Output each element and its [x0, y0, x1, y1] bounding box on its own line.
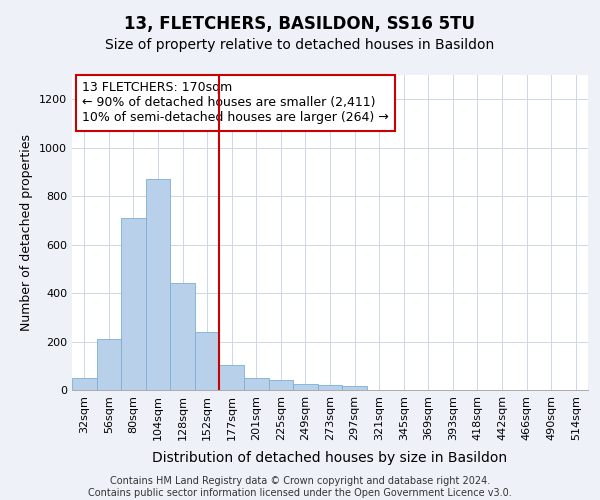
X-axis label: Distribution of detached houses by size in Basildon: Distribution of detached houses by size … [152, 451, 508, 465]
Bar [293, 384, 318, 390]
Bar [195, 332, 220, 390]
Y-axis label: Number of detached properties: Number of detached properties [20, 134, 34, 331]
Text: 13 FLETCHERS: 170sqm
← 90% of detached houses are smaller (2,411)
10% of semi-de: 13 FLETCHERS: 170sqm ← 90% of detached h… [82, 82, 389, 124]
Text: 13, FLETCHERS, BASILDON, SS16 5TU: 13, FLETCHERS, BASILDON, SS16 5TU [125, 15, 476, 33]
Text: Contains HM Land Registry data © Crown copyright and database right 2024.
Contai: Contains HM Land Registry data © Crown c… [88, 476, 512, 498]
Text: Size of property relative to detached houses in Basildon: Size of property relative to detached ho… [106, 38, 494, 52]
Bar [220, 364, 244, 390]
Bar [170, 284, 195, 390]
Bar [121, 218, 146, 390]
Bar [269, 380, 293, 390]
Bar [318, 385, 342, 390]
Bar [146, 179, 170, 390]
Bar [342, 386, 367, 390]
Bar [244, 378, 269, 390]
Bar [97, 339, 121, 390]
Bar [72, 378, 97, 390]
